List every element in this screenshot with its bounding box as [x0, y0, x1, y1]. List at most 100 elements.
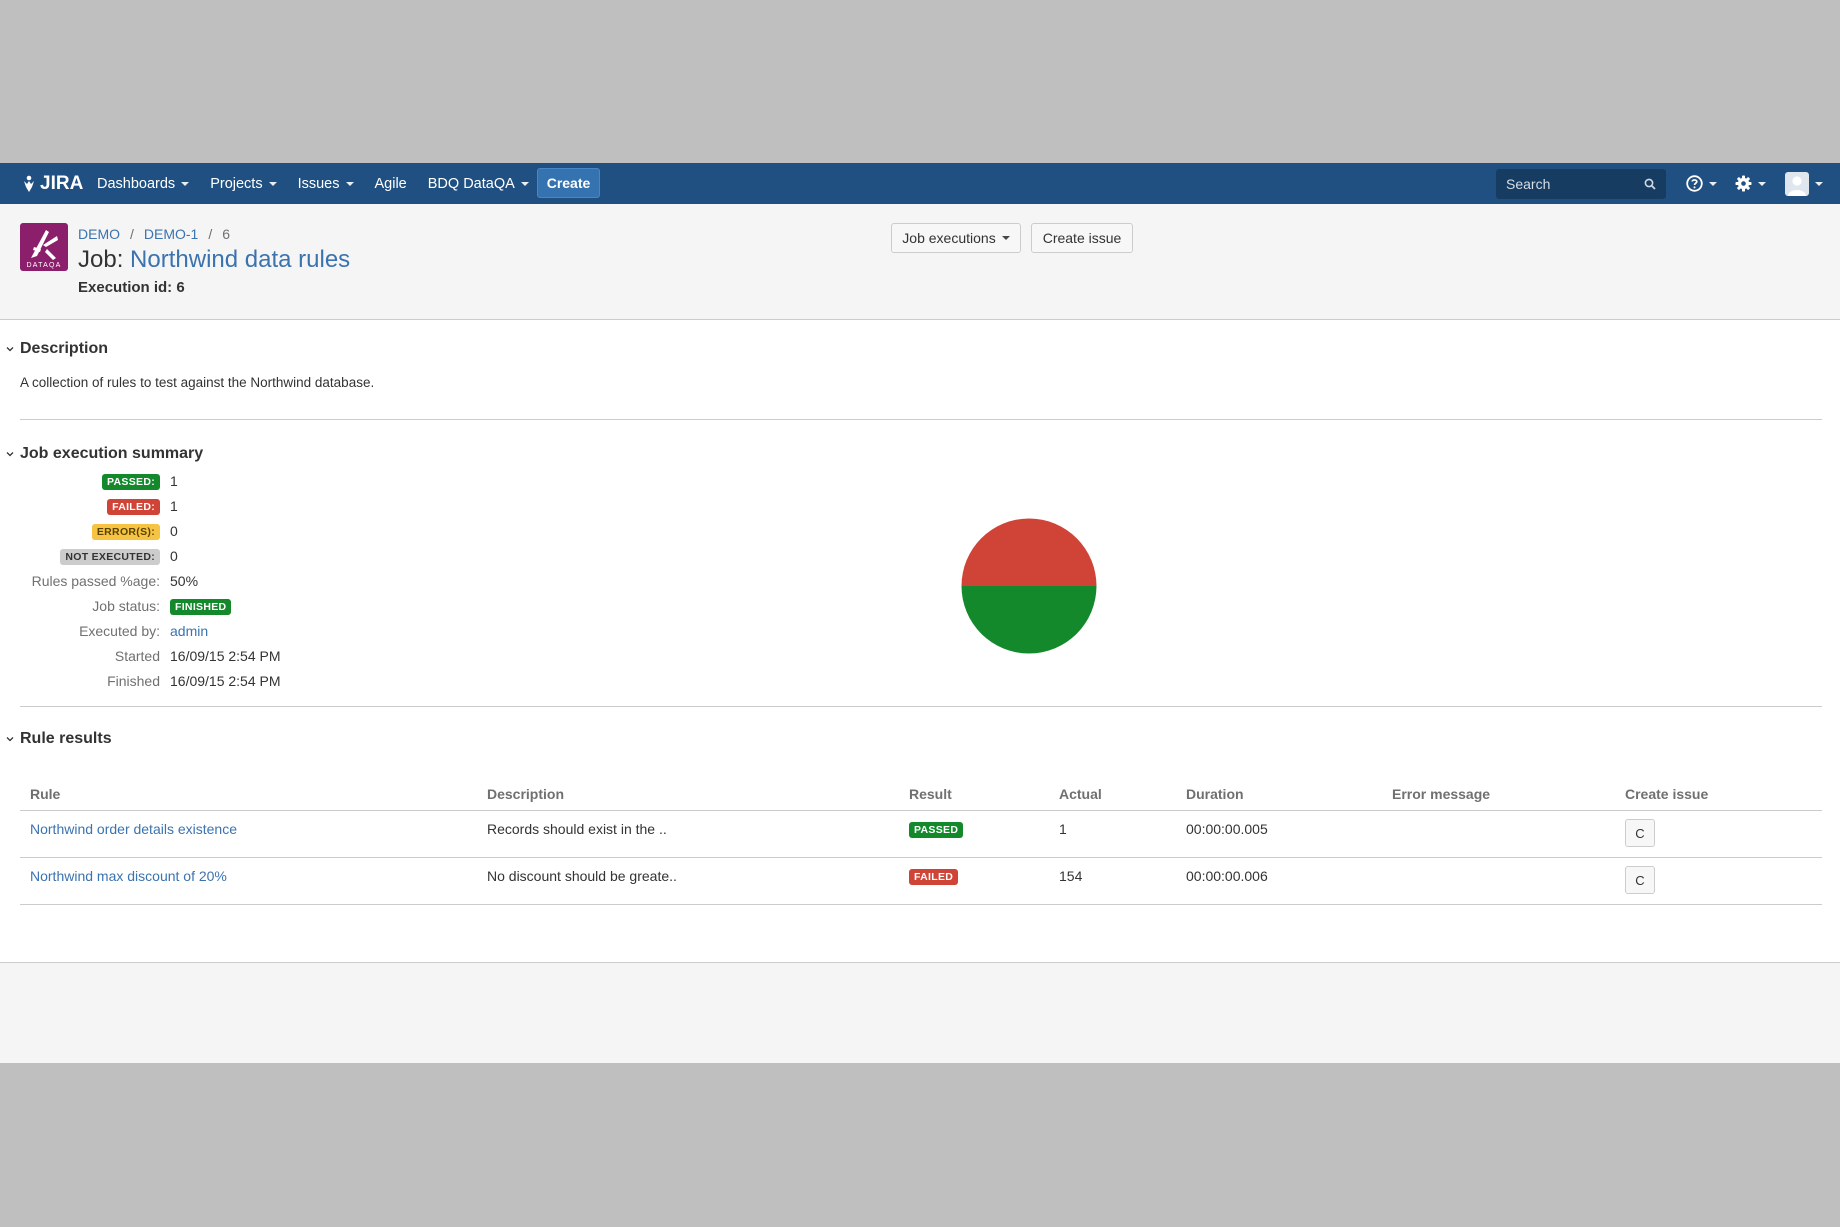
execution-id: Execution id: 6 [78, 279, 185, 296]
rule-description: Records should exist in the .. [477, 810, 899, 858]
divider [20, 419, 1822, 420]
help-icon [1686, 175, 1703, 192]
executed-by-label: Executed by: [79, 623, 160, 639]
table-header-row: Rule Description Result Actual Duration … [20, 777, 1822, 811]
results-pie-chart [961, 518, 1097, 654]
nav-dashboards[interactable]: Dashboards [97, 175, 190, 192]
chevron-down-icon [345, 181, 354, 186]
search-box [1496, 169, 1666, 199]
nav-dashboards-label: Dashboards [97, 175, 176, 192]
chevron-down-icon [268, 181, 277, 186]
breadcrumb-current: 6 [222, 226, 231, 242]
avatar-caption: DATAQA [26, 262, 62, 269]
status-badge: FINISHED [170, 599, 232, 616]
search-icon[interactable] [1644, 178, 1656, 190]
dataqa-logo-icon [31, 230, 58, 260]
breadcrumb-separator: / [208, 226, 213, 242]
column-header[interactable]: Error message [1382, 777, 1615, 811]
description-text: A collection of rules to test against th… [20, 375, 375, 390]
rules-passed-label: Rules passed %age: [31, 573, 160, 589]
column-header[interactable]: Duration [1176, 777, 1382, 811]
passed-count: 1 [170, 473, 178, 489]
summary-errors: ERROR(S): 0 [0, 521, 400, 541]
column-header[interactable]: Result [899, 777, 1049, 811]
duration-value: 00:00:00.005 [1176, 810, 1382, 858]
breadcrumb-separator: / [130, 226, 134, 242]
result-badge: FAILED [909, 869, 959, 886]
rule-link[interactable]: Northwind max discount of 20% [30, 868, 227, 884]
create-issue-row-button[interactable]: C [1625, 819, 1655, 847]
passed-label: PASSED: [102, 474, 160, 491]
nav-bdq-dataqa[interactable]: BDQ DataQA [428, 176, 529, 192]
nav-agile-label: Agile [374, 175, 407, 192]
description-toggle[interactable]: Description [6, 340, 108, 358]
executed-by-user-link[interactable]: admin [170, 623, 209, 639]
error-message [1382, 857, 1615, 905]
settings-menu[interactable] [1735, 163, 1766, 204]
rule-description: No discount should be greate.. [477, 857, 899, 905]
gear-icon [1735, 175, 1752, 192]
job-executions-button[interactable]: Job executions [891, 223, 1021, 253]
help-menu[interactable] [1686, 163, 1717, 204]
jira-logo[interactable]: JIRA [21, 172, 83, 196]
duration-value: 00:00:00.006 [1176, 857, 1382, 905]
chevron-down-icon [1758, 181, 1766, 186]
project-avatar[interactable]: DATAQA [20, 223, 68, 271]
error-message [1382, 810, 1615, 858]
started-value: 16/09/15 2:54 PM [170, 648, 281, 664]
create-button[interactable]: Create [537, 168, 600, 198]
finished-label: Finished [107, 673, 160, 689]
main-content: Description A collection of rules to tes… [0, 320, 1840, 963]
summary-toggle[interactable]: Job execution summary [6, 445, 203, 463]
logo-text: JIRA [40, 173, 84, 194]
pie-slice-failed [961, 518, 1097, 586]
job-link[interactable]: Northwind data rules [130, 246, 351, 273]
top-nav: JIRA Dashboards Projects Issues Agile BD… [0, 163, 1840, 204]
job-status-label: Job status: [92, 598, 160, 614]
chevron-down-icon [6, 452, 14, 457]
rule-results-table: Rule Description Result Actual Duration … [20, 777, 1822, 905]
nav-projects[interactable]: Projects [210, 175, 277, 192]
rule-results-heading: Rule results [20, 730, 112, 747]
not-executed-count: 0 [170, 548, 178, 564]
user-menu[interactable] [1785, 163, 1823, 204]
column-header[interactable]: Rule [20, 777, 477, 811]
chevron-down-icon [6, 347, 14, 352]
chevron-down-icon [1001, 236, 1010, 240]
not-executed-label: NOT EXECUTED: [60, 549, 160, 566]
page-title: Job: Northwind data rules [78, 246, 350, 274]
summary-job-status: Job status: FINISHED [0, 596, 400, 616]
chevron-down-icon [181, 181, 190, 186]
summary-not-executed: NOT EXECUTED: 0 [0, 546, 400, 566]
summary-passed: PASSED: 1 [0, 471, 400, 491]
breadcrumb: DEMO / DEMO-1 / 6 [78, 226, 230, 242]
errors-label: ERROR(S): [91, 524, 160, 541]
app-window: JIRA Dashboards Projects Issues Agile BD… [0, 163, 1840, 1063]
nav-issues[interactable]: Issues [298, 176, 354, 192]
nav-issues-label: Issues [297, 175, 340, 192]
column-header[interactable]: Actual [1049, 777, 1176, 811]
create-issue-row-button[interactable]: C [1625, 866, 1655, 894]
result-badge: PASSED [909, 822, 964, 839]
nav-projects-label: Projects [210, 175, 263, 192]
search-input[interactable] [1506, 176, 1636, 192]
errors-count: 0 [170, 523, 178, 539]
page-header: DATAQA DEMO / DEMO-1 / 6 Job: Northwind … [0, 204, 1840, 320]
nav-menu: Dashboards Projects Issues Agile BDQ Dat… [97, 163, 550, 204]
table-row: Northwind order details existence Record… [20, 810, 1822, 858]
actual-value: 154 [1049, 857, 1176, 905]
summary-executed-by: Executed by: admin [0, 621, 400, 641]
chevron-down-icon [6, 737, 14, 742]
rule-results-toggle[interactable]: Rule results [6, 730, 112, 748]
avatar [1785, 171, 1809, 196]
summary-failed: FAILED: 1 [0, 496, 400, 516]
breadcrumb-issue[interactable]: DEMO-1 [143, 226, 199, 242]
nav-agile[interactable]: Agile [375, 176, 407, 192]
column-header[interactable]: Description [477, 777, 899, 811]
failed-count: 1 [170, 498, 178, 514]
summary-started: Started 16/09/15 2:54 PM [0, 646, 400, 666]
nav-bdq-label: BDQ DataQA [427, 175, 515, 192]
breadcrumb-project[interactable]: DEMO [78, 226, 120, 242]
create-issue-button[interactable]: Create issue [1031, 223, 1133, 253]
rule-link[interactable]: Northwind order details existence [30, 821, 237, 837]
